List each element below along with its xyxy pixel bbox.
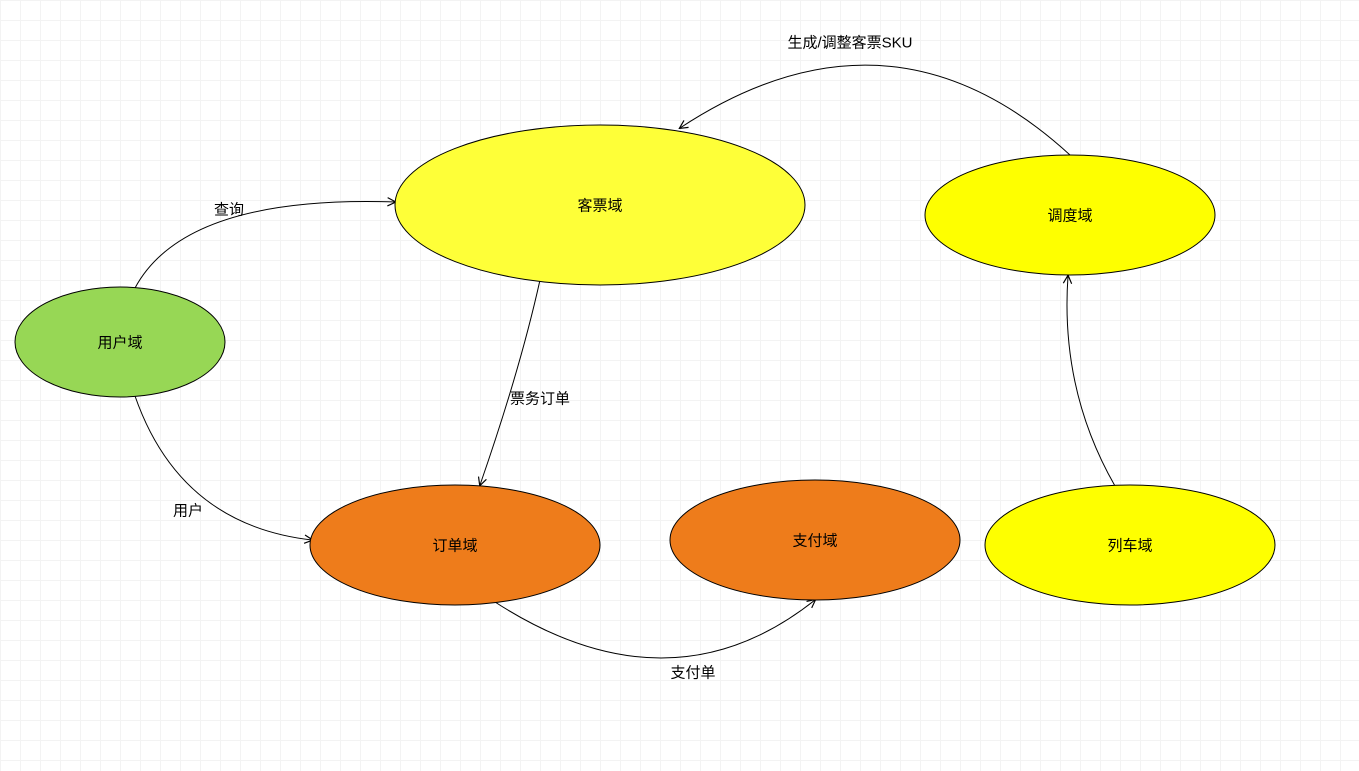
edge-e_user_ticket xyxy=(135,202,395,288)
edge-e_user_order xyxy=(135,396,312,540)
node-order[interactable] xyxy=(310,485,600,605)
node-train[interactable] xyxy=(985,485,1275,605)
node-user[interactable] xyxy=(15,287,225,397)
node-ticket[interactable] xyxy=(395,125,805,285)
node-pay[interactable] xyxy=(670,480,960,600)
node-dispatch[interactable] xyxy=(925,155,1215,275)
edge-e_order_pay xyxy=(495,600,815,658)
diagram-svg xyxy=(0,0,1359,771)
edge-e_ticket_order xyxy=(480,280,540,485)
diagram-canvas: 用户域 客票域 调度域 订单域 支付域 列车域 查询 用户 票务订单 支付单 生… xyxy=(0,0,1359,771)
edge-e_train_dispatch xyxy=(1067,276,1115,486)
edge-e_dispatch_ticket xyxy=(680,65,1070,155)
